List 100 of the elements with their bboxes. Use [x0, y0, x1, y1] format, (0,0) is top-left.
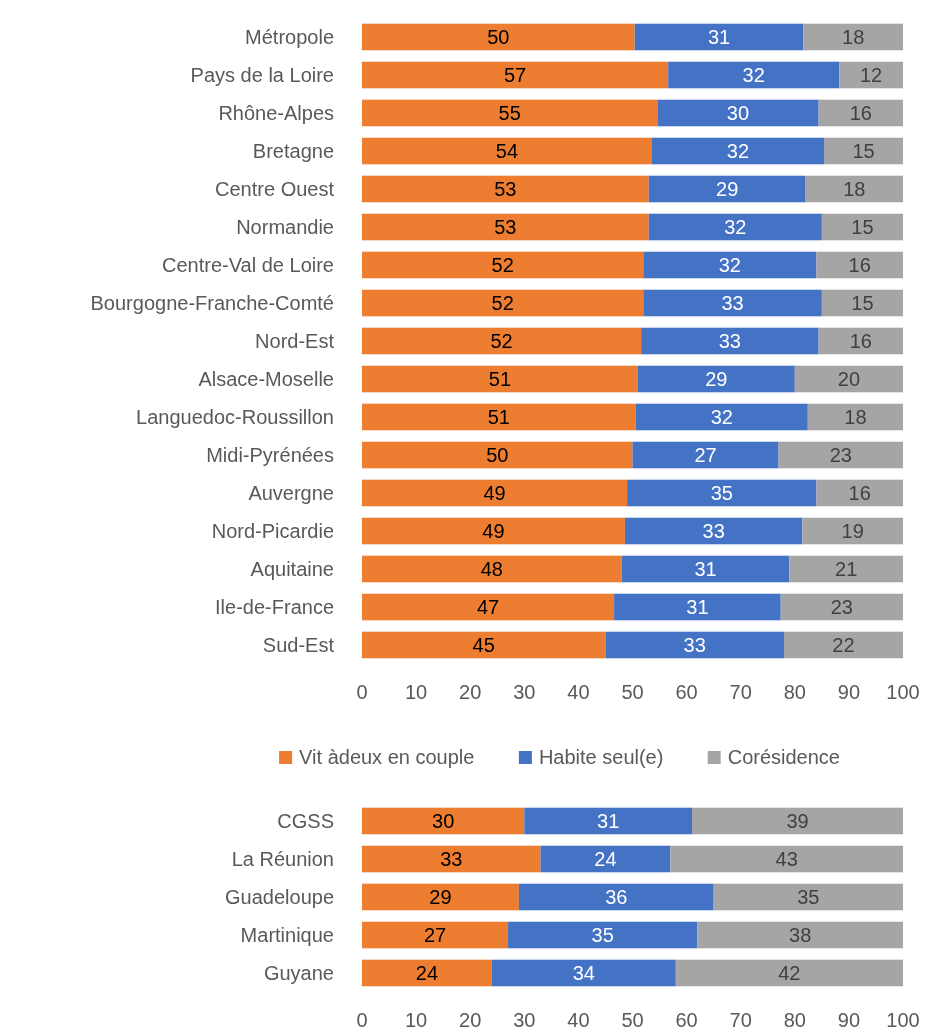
data-label: 33	[702, 520, 725, 542]
data-label: 31	[686, 596, 709, 618]
bar	[362, 555, 622, 583]
bar	[627, 479, 817, 507]
bar	[362, 365, 638, 393]
data-label: 52	[491, 292, 514, 314]
legend-label: Habite seul(e)	[538, 746, 664, 768]
data-label: 33	[721, 292, 744, 314]
data-label: 15	[851, 216, 874, 238]
y-tick-label: Auvergne	[248, 482, 334, 504]
bar	[780, 593, 903, 621]
x-tick-label: 60	[675, 1009, 698, 1031]
bar	[648, 213, 822, 241]
x-tick-label: 30	[513, 1009, 536, 1031]
data-label: 19	[841, 520, 864, 542]
data-label: 16	[848, 482, 871, 504]
bar	[362, 23, 635, 51]
bar	[816, 479, 903, 507]
bar	[518, 883, 714, 911]
y-tick-label: Centre-Val de Loire	[162, 254, 334, 276]
bar	[362, 631, 606, 659]
y-tick-label: Centre Ouest	[215, 178, 335, 200]
x-tick-label: 0	[356, 1009, 368, 1031]
data-label: 15	[851, 292, 874, 314]
bar	[624, 517, 803, 545]
bar	[670, 845, 903, 873]
data-label: 31	[694, 558, 717, 580]
x-tick-label: 50	[621, 681, 644, 703]
x-tick-label: 90	[837, 1009, 861, 1031]
legend-label: Corésidence	[727, 746, 840, 768]
y-tick-label: Aquitaine	[250, 558, 334, 580]
y-tick-label: Nord-Picardie	[211, 520, 334, 542]
bar	[362, 845, 541, 873]
bar	[802, 517, 903, 545]
data-label: 39	[786, 810, 809, 832]
bar	[362, 213, 649, 241]
bar	[816, 251, 903, 279]
bar	[362, 137, 652, 165]
data-label: 47	[476, 596, 500, 618]
bar	[491, 959, 676, 987]
bar	[643, 289, 822, 317]
x-tick-label: 70	[729, 1009, 752, 1031]
bar	[803, 23, 903, 51]
data-label: 49	[482, 520, 505, 542]
x-tick-label: 0	[356, 681, 368, 703]
bar	[821, 289, 903, 317]
data-label: 33	[718, 330, 742, 352]
data-label: 38	[789, 924, 812, 946]
bar	[794, 365, 903, 393]
data-label: 31	[707, 26, 731, 48]
bar	[362, 921, 509, 949]
y-tick-label: Alsace-Moselle	[198, 368, 334, 390]
bar	[657, 99, 819, 127]
bar	[675, 959, 903, 987]
x-tick-label: 20	[459, 1009, 482, 1031]
data-label: 53	[494, 216, 517, 238]
y-tick-label: CGSS	[277, 810, 334, 832]
bar	[362, 517, 625, 545]
data-label: 18	[844, 406, 867, 428]
data-label: 35	[710, 482, 733, 504]
bar	[362, 99, 658, 127]
data-label: 29	[429, 886, 452, 908]
bar	[634, 23, 804, 51]
y-tick-label: Bretagne	[252, 140, 334, 162]
data-label: 54	[495, 140, 519, 162]
y-tick-label: Sud-Est	[262, 634, 335, 656]
bar	[692, 807, 903, 835]
bar	[362, 883, 519, 911]
data-label: 16	[848, 254, 871, 276]
data-label: 50	[486, 444, 509, 466]
data-label: 18	[842, 26, 865, 48]
x-tick-label: 70	[729, 681, 752, 703]
bar	[362, 441, 633, 469]
data-label: 16	[849, 102, 872, 124]
y-tick-label: Rhône-Alpes	[218, 102, 334, 124]
data-label: 52	[490, 330, 513, 352]
data-label: 27	[423, 924, 447, 946]
data-label: 23	[829, 444, 852, 466]
bar	[789, 555, 903, 583]
bar	[818, 327, 903, 355]
data-label: 21	[835, 558, 858, 580]
bar	[697, 921, 903, 949]
y-tick-label: Midi-Pyrénées	[206, 444, 334, 466]
x-tick-label: 50	[621, 1009, 644, 1031]
y-tick-label: La Réunion	[231, 848, 334, 870]
data-label: 29	[705, 368, 728, 390]
y-tick-label: Guadeloupe	[225, 886, 334, 908]
x-tick-label: 10	[404, 1009, 428, 1031]
bar	[713, 883, 903, 911]
bar	[508, 921, 698, 949]
x-tick-label: 10	[404, 681, 428, 703]
bar	[807, 403, 903, 431]
data-label: 33	[440, 848, 463, 870]
data-label: 24	[594, 848, 617, 870]
y-tick-label: Pays de la Loire	[190, 64, 334, 86]
x-tick-label: 60	[675, 681, 698, 703]
data-label: 32	[742, 64, 765, 86]
data-label: 36	[605, 886, 628, 908]
data-label: 31	[597, 810, 620, 832]
x-tick-label: 100	[886, 1009, 920, 1031]
